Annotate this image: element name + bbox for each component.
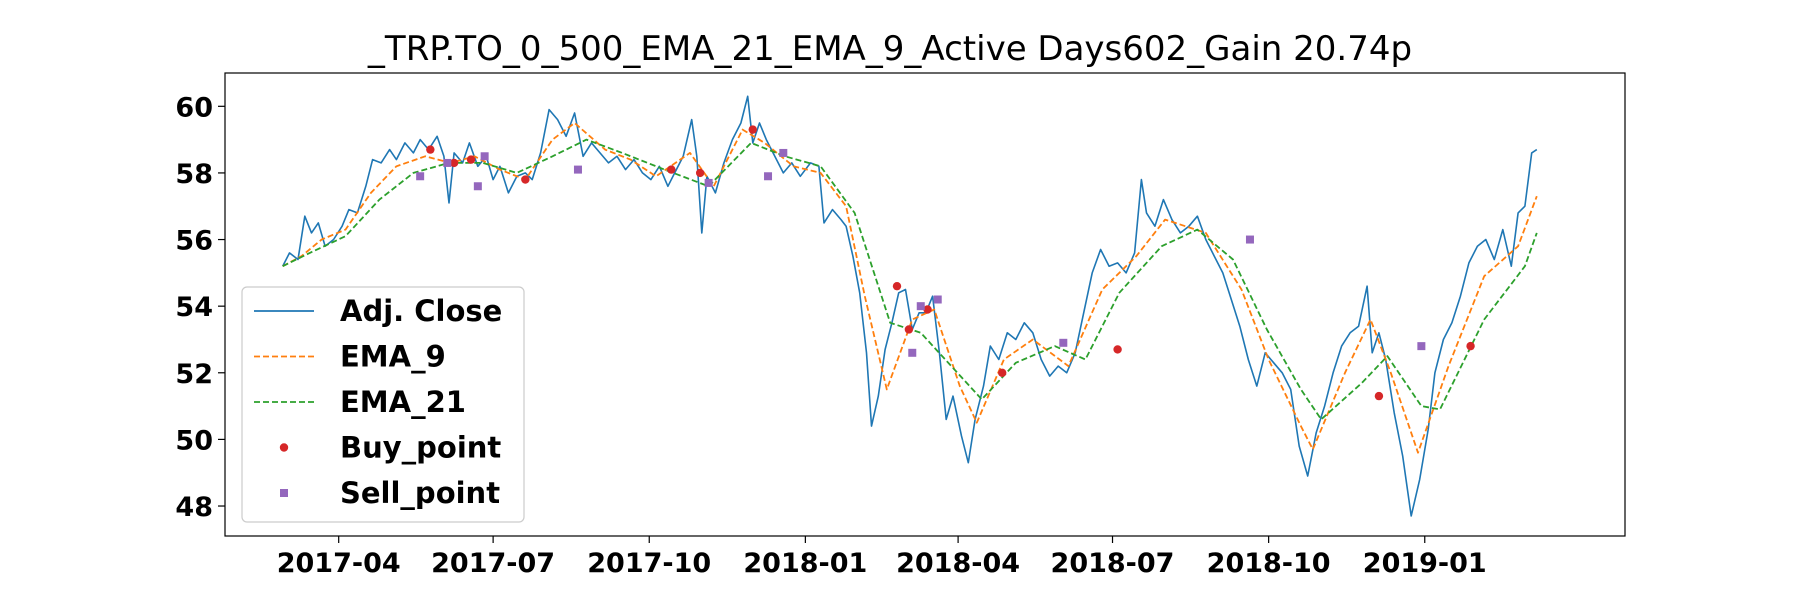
y-tick-label: 50 (175, 425, 213, 456)
legend-label-sell-point: Sell_point (340, 476, 500, 510)
sell-point-marker (704, 178, 713, 187)
sell-point-marker (908, 348, 917, 357)
y-tick-label: 48 (175, 492, 213, 523)
x-tick-label: 2019-01 (1363, 548, 1487, 579)
chart-title: _TRP.TO_0_500_EMA_21_EMA_9_Active Days60… (367, 29, 1412, 69)
y-tick-label: 54 (175, 292, 213, 323)
axes-frame (224, 72, 1626, 537)
sell-point-marker (480, 152, 489, 161)
buy-point-marker (426, 145, 435, 154)
legend-swatch-sell-point (280, 489, 288, 497)
sell-point-marker (443, 158, 452, 167)
sell-point-marker (1417, 342, 1426, 351)
sell-point-marker (473, 182, 482, 191)
sell-point-marker (764, 172, 773, 181)
buy-point-marker (521, 175, 530, 184)
legend-label-ema-9: EMA_9 (340, 340, 446, 374)
y-tick-label: 56 (175, 226, 213, 257)
legend-swatch-buy-point (279, 443, 289, 452)
legend-label-buy-point: Buy_point (340, 431, 501, 465)
buy-point-marker (1113, 345, 1122, 354)
buy-point-marker (1374, 391, 1384, 401)
legend-box (241, 286, 525, 523)
sell-point-marker (416, 172, 425, 181)
buy-point-marker (748, 125, 757, 134)
legend-label-adj-close: Adj. Close (340, 294, 502, 328)
buy-point-marker (998, 368, 1007, 377)
buy-point-marker (1466, 341, 1475, 351)
x-tick-label: 2017-07 (431, 548, 555, 579)
plot-area: 48 50 52 54 56 58 60 2017-04 2017-07 2017-10 2018-… (175, 72, 1626, 579)
sell-point-marker (1245, 235, 1254, 244)
legend: Adj. Close EMA_9 EMA_21 Buy_point Sell_point (241, 286, 525, 523)
buy-point-marker (892, 281, 902, 291)
sell-point-marker (1059, 338, 1068, 347)
x-tick-label: 2017-10 (587, 548, 711, 579)
x-tick-label: 2018-04 (896, 548, 1020, 579)
x-tick-label: 2018-10 (1207, 548, 1331, 579)
sell-point-marker (573, 165, 582, 174)
x-tick-label: 2018-07 (1051, 548, 1175, 579)
buy-point-marker (466, 155, 476, 164)
y-tick-label: 60 (175, 92, 213, 123)
sell-point-marker (933, 295, 942, 304)
y-tick-label: 52 (175, 359, 213, 390)
sell-point-marker (916, 302, 925, 311)
buy-point-marker (695, 168, 705, 178)
buy-point-marker (923, 305, 932, 314)
series-line-ema-9 (282, 122, 1538, 454)
buy-point-marker (449, 158, 459, 168)
buy-point-marker (667, 165, 676, 174)
legend-label-ema-21: EMA_21 (340, 385, 466, 419)
sell-point-marker (779, 148, 788, 157)
y-tick-label: 58 (175, 159, 213, 190)
x-tick-label: 2018-01 (743, 548, 867, 579)
series-line-ema-21 (282, 138, 1538, 421)
buy-point-marker (904, 325, 914, 334)
x-tick-label: 2017-04 (277, 548, 401, 579)
